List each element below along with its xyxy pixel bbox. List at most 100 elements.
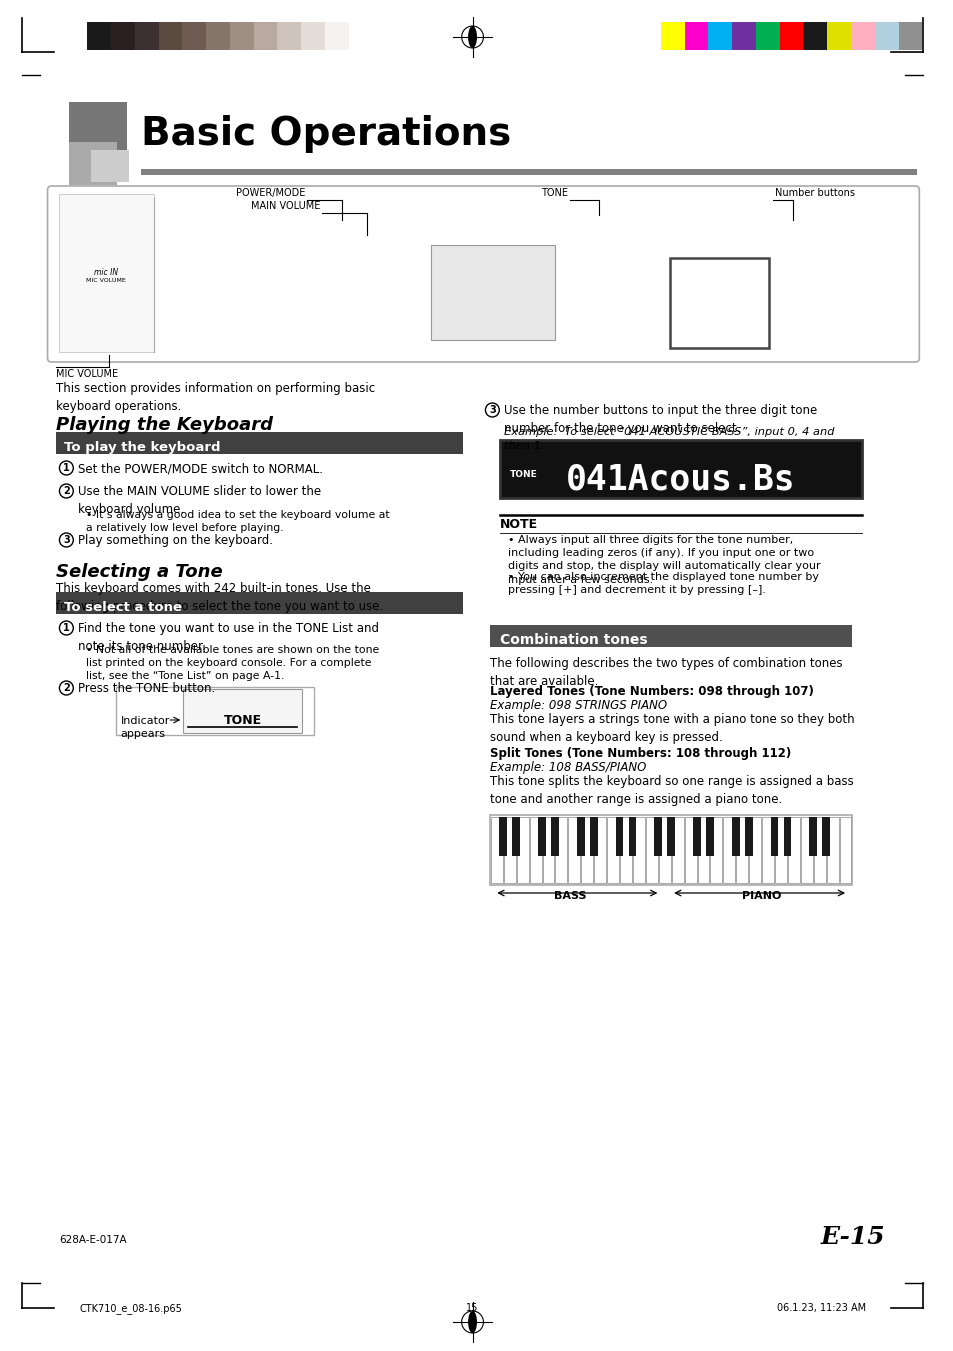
Bar	[615, 817, 622, 855]
Bar	[512, 817, 519, 855]
Bar	[253, 22, 277, 50]
Text: NOTE: NOTE	[499, 517, 537, 531]
Bar	[87, 22, 111, 50]
Circle shape	[59, 461, 73, 476]
Text: • It’s always a good idea to set the keyboard volume at
a relatively low level b: • It’s always a good idea to set the key…	[86, 509, 390, 534]
Text: Press the TONE button.: Press the TONE button.	[78, 682, 215, 694]
Bar	[140, 169, 917, 176]
Bar	[632, 817, 644, 884]
Text: Layered Tones (Tone Numbers: 098 through 107): Layered Tones (Tone Numbers: 098 through…	[490, 685, 814, 698]
Bar	[431, 245, 555, 340]
Bar	[91, 150, 129, 182]
Bar	[59, 195, 153, 353]
Text: The following describes the two types of combination tones
that are available.: The following describes the two types of…	[490, 657, 842, 688]
Bar	[673, 307, 697, 326]
Text: To select a tone: To select a tone	[64, 601, 182, 613]
Bar	[606, 817, 618, 884]
Bar	[839, 817, 851, 884]
Text: MAIN VOLUME: MAIN VOLUME	[251, 201, 319, 211]
Bar	[693, 817, 700, 855]
Bar	[731, 22, 755, 50]
Bar	[111, 22, 134, 50]
Bar	[671, 817, 683, 884]
Text: This tone layers a strings tone with a piano tone so they both
sound when a keyb: This tone layers a strings tone with a p…	[490, 713, 854, 744]
Bar	[277, 22, 301, 50]
Bar	[673, 320, 697, 338]
Text: Use the MAIN VOLUME slider to lower the
keyboard volume.: Use the MAIN VOLUME slider to lower the …	[78, 485, 321, 516]
Text: MIC VOLUME: MIC VOLUME	[56, 369, 118, 380]
Text: Example:  To select “041 ACOUSTIC BASS”, input 0, 4 and
then 1.: Example: To select “041 ACOUSTIC BASS”, …	[504, 427, 834, 451]
Bar	[134, 22, 158, 50]
Text: This section provides information on performing basic
keyboard operations.: This section provides information on per…	[56, 382, 375, 413]
Bar	[230, 22, 253, 50]
Text: 15: 15	[466, 1302, 478, 1313]
Bar	[158, 22, 182, 50]
Ellipse shape	[468, 1310, 476, 1333]
Text: 2: 2	[63, 684, 70, 693]
FancyBboxPatch shape	[48, 186, 919, 362]
Bar	[850, 22, 874, 50]
Bar	[70, 101, 127, 159]
Bar	[529, 817, 541, 884]
Bar	[898, 22, 922, 50]
Bar	[748, 817, 760, 884]
Bar	[659, 817, 670, 884]
Text: POWER/MODE: POWER/MODE	[235, 188, 305, 199]
Bar	[710, 817, 721, 884]
Bar	[722, 817, 735, 884]
Text: E-15: E-15	[821, 1225, 884, 1250]
Circle shape	[485, 403, 498, 417]
Text: Find the tone you want to use in the TONE List and
note its tone number.: Find the tone you want to use in the TON…	[78, 621, 379, 653]
Bar	[702, 307, 726, 326]
Bar	[673, 270, 697, 288]
Bar	[517, 817, 528, 884]
Text: This keyboard comes with 242 built-in tones. Use the
following procedure to sele: This keyboard comes with 242 built-in to…	[56, 582, 383, 613]
Text: Play something on the keyboard.: Play something on the keyboard.	[78, 534, 273, 547]
Text: To play the keyboard: To play the keyboard	[64, 440, 221, 454]
Bar	[490, 626, 851, 647]
Bar	[577, 817, 584, 855]
Bar	[654, 817, 661, 855]
Bar	[499, 440, 861, 499]
Bar	[491, 817, 502, 884]
Text: PIANO: PIANO	[741, 892, 781, 901]
Bar	[707, 22, 731, 50]
Text: Basic Operations: Basic Operations	[140, 115, 511, 153]
Text: Playing the Keyboard: Playing the Keyboard	[56, 416, 274, 434]
Text: MIC VOLUME: MIC VOLUME	[86, 278, 126, 282]
Bar	[645, 817, 657, 884]
Bar	[70, 142, 117, 185]
Bar	[551, 817, 558, 855]
Bar	[542, 817, 554, 884]
Bar	[183, 689, 302, 734]
Bar	[761, 817, 773, 884]
Bar	[697, 817, 709, 884]
Circle shape	[59, 681, 73, 694]
Bar	[731, 817, 739, 855]
Circle shape	[59, 534, 73, 547]
Bar	[325, 22, 349, 50]
Bar	[684, 22, 707, 50]
Bar	[774, 817, 786, 884]
Text: 3: 3	[63, 535, 70, 544]
Bar	[787, 817, 799, 884]
Bar	[755, 22, 779, 50]
Bar	[782, 817, 790, 855]
Bar	[499, 817, 507, 855]
Bar	[732, 270, 756, 288]
Bar	[301, 22, 325, 50]
Bar	[660, 22, 684, 50]
Bar	[669, 258, 768, 349]
Text: Split Tones (Tone Numbers: 108 through 112): Split Tones (Tone Numbers: 108 through 1…	[490, 747, 791, 761]
Text: Combination tones: Combination tones	[499, 634, 647, 647]
Bar	[808, 817, 817, 855]
Text: TONE: TONE	[540, 188, 567, 199]
Text: TONE: TONE	[223, 713, 261, 727]
Text: • Not all of the available tones are shown on the tone
list printed on the keybo: • Not all of the available tones are sho…	[86, 644, 379, 681]
Bar	[673, 295, 697, 313]
Bar	[594, 817, 605, 884]
Text: 1: 1	[63, 623, 70, 634]
Bar	[56, 592, 462, 613]
Bar	[779, 22, 802, 50]
Text: Number buttons: Number buttons	[774, 188, 854, 199]
